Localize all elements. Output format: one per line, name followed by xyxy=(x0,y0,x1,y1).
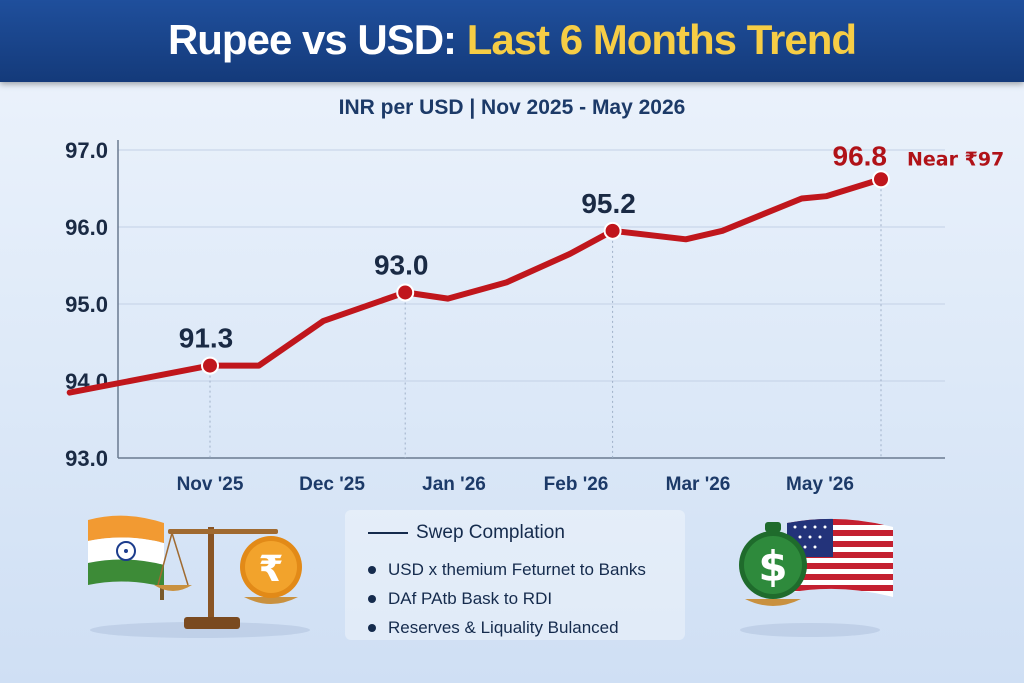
legend-item: USD x themium Feturnet to Banks xyxy=(368,555,646,584)
legend-panel xyxy=(345,510,685,640)
legend-heading-text: Swep Complation xyxy=(416,522,565,543)
legend-item-text: DAf PAtb Bask to RDI xyxy=(388,588,553,608)
data-annotation: Near ₹97 xyxy=(907,148,1004,170)
y-tick-label: 96.0 xyxy=(65,215,108,240)
title-highlight: Last 6 Months Trend xyxy=(466,16,857,63)
data-point xyxy=(872,170,890,189)
data-label: 96.8 xyxy=(833,140,888,171)
series-line xyxy=(66,176,884,396)
bullet-icon xyxy=(368,594,376,603)
bullet-icon xyxy=(368,623,376,632)
legend-line-sample xyxy=(368,532,408,534)
svg-text:$: $ xyxy=(758,542,787,591)
data-point xyxy=(603,221,622,240)
svg-text:₹: ₹ xyxy=(258,549,283,590)
legend-item: DAf PAtb Bask to RDI xyxy=(368,584,646,613)
y-tick-label: 93.0 xyxy=(65,446,108,471)
data-point xyxy=(201,356,219,375)
dollar-bag-icon: $ xyxy=(739,522,807,606)
us-flag-icon xyxy=(787,518,893,597)
title-main: Rupee vs USD: xyxy=(167,16,457,63)
legend-item-text: Reserves & Liquality Bulanced xyxy=(388,617,619,637)
x-tick-label: Dec '25 xyxy=(299,474,365,495)
x-tick-label: Mar '26 xyxy=(666,474,731,495)
legend-item-text: USD x themium Feturnet to Banks xyxy=(388,559,646,579)
data-label: 91.3 xyxy=(179,323,234,354)
india-flag-icon xyxy=(88,515,164,600)
data-label: 95.2 xyxy=(581,188,636,219)
x-tick-label: Nov '25 xyxy=(177,474,244,495)
data-label: 93.0 xyxy=(374,249,429,280)
x-tick-label: May '26 xyxy=(786,474,854,495)
data-point xyxy=(396,283,415,302)
usa-illustration: $ xyxy=(739,518,893,637)
bullet-icon xyxy=(368,565,376,574)
legend-bullets: USD x themium Feturnet to Banks DAf PAtb… xyxy=(368,555,646,642)
chart-subtitle: INR per USD | Nov 2025 - May 2026 xyxy=(338,96,686,119)
x-tick-label: Feb '26 xyxy=(544,474,609,495)
y-tick-label: 95.0 xyxy=(65,292,108,317)
x-tick-label: Jan '26 xyxy=(422,474,486,495)
title-banner xyxy=(0,0,1024,82)
legend-item: Reserves & Liquality Bulanced xyxy=(368,613,646,642)
y-tick-label: 97.0 xyxy=(65,138,108,163)
india-illustration: ₹ xyxy=(88,515,310,638)
page-title: Rupee vs USD: Last 6 Months Trend xyxy=(0,14,1024,66)
balance-scale-icon xyxy=(154,527,298,629)
rupee-coin-icon: ₹ xyxy=(240,536,302,598)
legend-heading: Swep Complation xyxy=(368,522,565,544)
